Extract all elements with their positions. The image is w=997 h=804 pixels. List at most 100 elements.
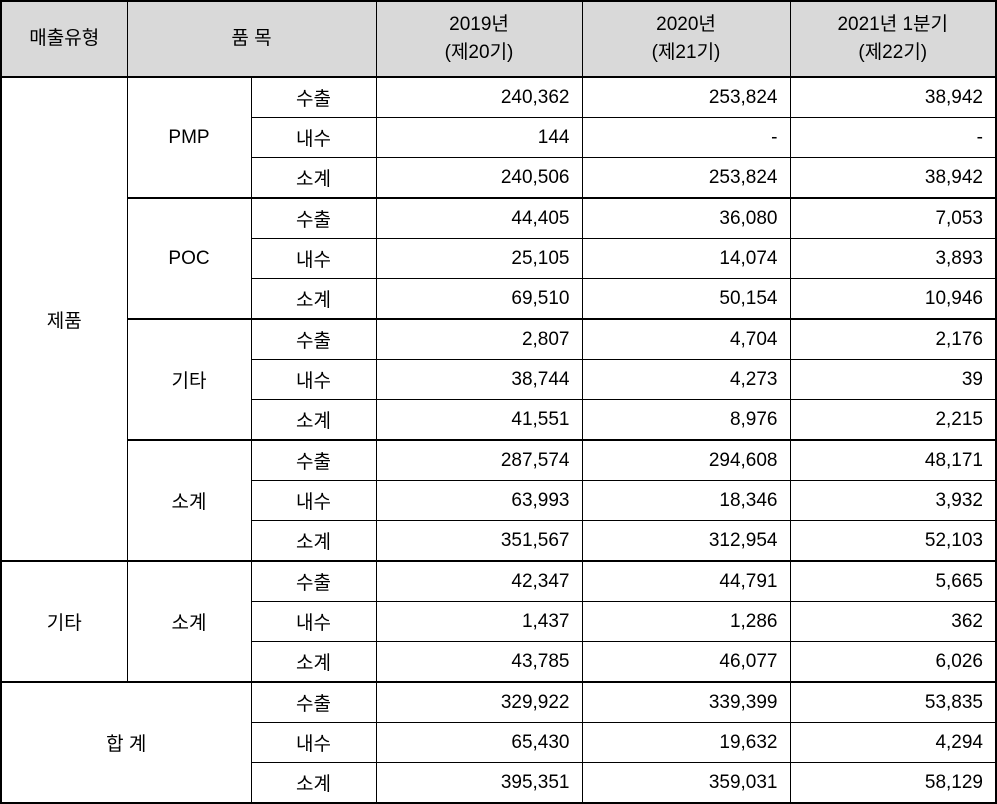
channel-label-domestic: 내수 (250, 359, 377, 400)
value-cell: 3,893 (789, 238, 997, 279)
value-cell: 2,215 (789, 399, 997, 441)
value-cell: 38,744 (375, 359, 583, 400)
value-cell: 53,835 (789, 681, 997, 723)
group-label-total: 합 계 (0, 681, 252, 804)
channel-label-domestic: 내수 (250, 238, 377, 279)
table-row: 기타 수출 2,807 4,704 2,176 (1, 318, 997, 441)
value-cell: 38,942 (789, 157, 997, 199)
header-period-2021q1: 2021년 1분기 (제22기) (789, 0, 997, 78)
value-cell: 46,077 (581, 641, 791, 683)
table-row: 합 계 수출 329,922 339,399 53,835 (0, 681, 997, 804)
value-cell: 395,351 (375, 762, 583, 804)
value-cell: 44,791 (581, 560, 791, 602)
value-cell: 329,922 (375, 681, 583, 723)
table-row: 소계 43,785 46,077 6,026 (1, 641, 997, 683)
table-row: 내수 25,105 14,074 3,893 (1, 238, 997, 279)
value-cell: 7,053 (789, 197, 997, 239)
value-cell: 10,946 (789, 278, 997, 320)
value-cell: 287,574 (375, 439, 583, 481)
table-row: 내수 144 - - (1, 117, 997, 158)
table-row: POC 수출 44,405 36,080 7,053 (1, 197, 997, 320)
group-label-product: 제품 (0, 76, 128, 562)
table-row: 제품 PMP 수출 240,362 253,824 38,942 (0, 76, 997, 562)
channel-label-domestic: 내수 (250, 480, 377, 521)
value-cell: 52,103 (789, 520, 997, 562)
value-cell: 4,294 (789, 722, 997, 763)
header-item: 품 목 (126, 0, 377, 78)
value-cell: - (789, 117, 997, 158)
value-cell: 65,430 (375, 722, 583, 763)
value-cell: 8,976 (581, 399, 791, 441)
value-cell: 144 (375, 117, 583, 158)
header-row: 매출유형 품 목 2019년 (제20기) 2020년 (제21기) 2021년… (0, 0, 997, 78)
value-cell: 1,286 (581, 601, 791, 642)
header-sales-type: 매출유형 (0, 0, 128, 78)
group-label-other: 기타 (0, 560, 128, 683)
channel-label-subtotal: 소계 (250, 520, 377, 562)
value-cell: 41,551 (375, 399, 583, 441)
value-cell: 4,273 (581, 359, 791, 400)
value-cell: 25,105 (375, 238, 583, 279)
value-cell: 48,171 (789, 439, 997, 481)
value-cell: 5,665 (789, 560, 997, 602)
channel-label-domestic: 내수 (250, 117, 377, 158)
value-cell: 294,608 (581, 439, 791, 481)
value-cell: 6,026 (789, 641, 997, 683)
table-row: 소계 수출 287,574 294,608 48,171 (1, 439, 997, 562)
value-cell: - (581, 117, 791, 158)
table-row: 기타 소계 수출 42,347 44,791 5,665 (0, 560, 997, 683)
channel-label-export: 수출 (250, 76, 377, 118)
value-cell: 2,807 (375, 318, 583, 360)
value-cell: 362 (789, 601, 997, 642)
value-cell: 43,785 (375, 641, 583, 683)
value-cell: 19,632 (581, 722, 791, 763)
value-cell: 312,954 (581, 520, 791, 562)
item-label-pmp: PMP (126, 76, 252, 199)
item-label-poc: POC (126, 197, 252, 320)
value-cell: 3,932 (789, 480, 997, 521)
value-cell: 2,176 (789, 318, 997, 360)
value-cell: 351,567 (375, 520, 583, 562)
channel-label-subtotal: 소계 (250, 641, 377, 683)
item-label-other: 기타 (126, 318, 252, 441)
header-period-2019: 2019년 (제20기) (375, 0, 583, 78)
value-cell: 14,074 (581, 238, 791, 279)
value-cell: 44,405 (375, 197, 583, 239)
value-cell: 42,347 (375, 560, 583, 602)
table-row: 소계 240,506 253,824 38,942 (1, 157, 997, 199)
value-cell: 18,346 (581, 480, 791, 521)
value-cell: 1,437 (375, 601, 583, 642)
value-cell: 240,506 (375, 157, 583, 199)
value-cell: 339,399 (581, 681, 791, 723)
value-cell: 63,993 (375, 480, 583, 521)
table-row: 내수 38,744 4,273 39 (1, 359, 997, 400)
value-cell: 253,824 (581, 157, 791, 199)
value-cell: 359,031 (581, 762, 791, 804)
value-cell: 50,154 (581, 278, 791, 320)
item-label-subtotal: 소계 (126, 439, 252, 562)
value-cell: 38,942 (789, 76, 997, 118)
channel-label-export: 수출 (250, 681, 377, 723)
value-cell: 240,362 (375, 76, 583, 118)
channel-label-export: 수출 (250, 318, 377, 360)
table-row: 내수 63,993 18,346 3,932 (1, 480, 997, 521)
channel-label-export: 수출 (250, 439, 377, 481)
value-cell: 69,510 (375, 278, 583, 320)
value-cell: 39 (789, 359, 997, 400)
channel-label-subtotal: 소계 (250, 157, 377, 199)
item-label-other-subtotal: 소계 (126, 560, 252, 683)
table-row: 내수 65,430 19,632 4,294 (1, 722, 997, 763)
value-cell: 58,129 (789, 762, 997, 804)
table-row: 소계 69,510 50,154 10,946 (1, 278, 997, 320)
channel-label-subtotal: 소계 (250, 278, 377, 320)
channel-label-domestic: 내수 (250, 601, 377, 642)
channel-label-subtotal: 소계 (250, 399, 377, 441)
table-row: 소계 41,551 8,976 2,215 (1, 399, 997, 441)
channel-label-export: 수출 (250, 197, 377, 239)
header-period-2020: 2020년 (제21기) (581, 0, 791, 78)
channel-label-subtotal: 소계 (250, 762, 377, 804)
channel-label-domestic: 내수 (250, 722, 377, 763)
value-cell: 253,824 (581, 76, 791, 118)
value-cell: 36,080 (581, 197, 791, 239)
